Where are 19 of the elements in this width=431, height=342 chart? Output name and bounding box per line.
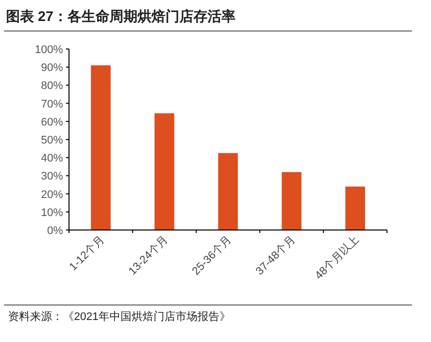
bar [218,153,238,230]
y-tick-label: 20% [40,188,64,201]
bar [345,186,366,230]
y-tick-label: 100% [34,44,64,56]
y-tick-label: 80% [40,80,64,92]
y-tick-label: 40% [40,152,64,165]
y-tick-label: 10% [40,206,64,219]
y-tick-label: 30% [40,170,64,183]
bar [282,172,302,230]
chart-title: 图表 27：各生命周期烘焙门店存活率 [6,8,236,24]
y-tick-label: 0% [47,225,64,237]
text: 资料来源：《2021年中国烘焙门店市场报告》 [8,310,230,323]
x-tick-label: 48个月以上 [312,232,362,282]
y-tick-label: 60% [40,116,64,128]
bar [90,65,111,230]
bar [154,113,174,230]
y-tick-label: 70% [40,98,64,110]
y-tick-label: 50% [40,134,64,146]
y-tick-label: 90% [40,62,64,74]
